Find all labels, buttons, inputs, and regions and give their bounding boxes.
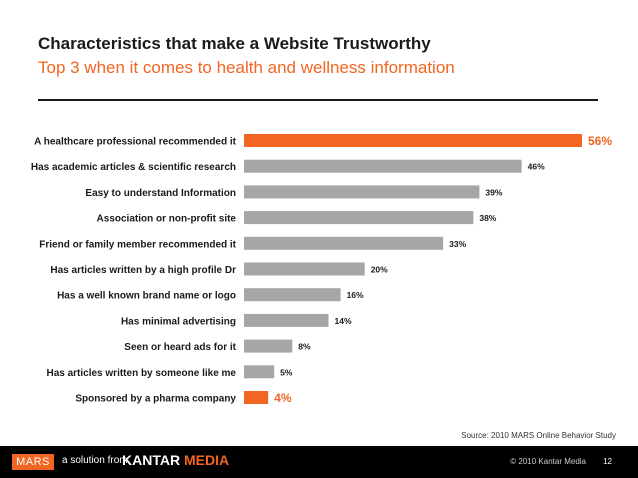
bar [244,134,582,147]
title-divider [38,99,598,101]
category-label: Has minimal advertising [121,316,236,327]
bar-chart: A healthcare professional recommended it… [31,134,612,405]
category-label: A healthcare professional recommended it [34,137,237,148]
copyright-text: © 2010 Kantar Media [510,457,586,466]
bar [244,236,444,250]
page-subtitle: Top 3 when it comes to health and wellne… [38,58,455,77]
page-number: 12 [603,457,612,466]
value-label: 16% [347,290,364,300]
category-label: Association or non-profit site [97,214,237,225]
value-label: 33% [449,239,466,249]
bar [244,211,474,225]
value-label: 5% [280,367,293,377]
value-label: 46% [528,162,545,172]
category-label: Has articles written by a high profile D… [50,265,236,276]
kantar-word: KANTAR [122,452,181,468]
value-label: 38% [479,213,496,223]
value-label: 56% [588,134,612,148]
value-label: 39% [485,187,502,197]
bar [244,288,341,302]
value-label: 14% [335,316,352,326]
category-label: Easy to understand Information [85,188,236,199]
mars-logo: MARS [12,454,54,470]
category-label: Has a well known brand name or logo [57,291,236,302]
media-word: MEDIA [183,452,230,468]
kantar-media-logo: KANTAR MEDIA [122,452,229,468]
category-label: Sponsored by a pharma company [75,394,236,405]
bar [244,339,293,353]
logo-tagline: a solution from [62,455,128,466]
category-label: Has articles written by someone like me [46,368,236,379]
source-note: Source: 2010 MARS Online Behavior Study [461,431,616,440]
footer-bar: MARS a solution from KANTAR MEDIA © 2010… [0,446,638,478]
category-label: Friend or family member recommended it [39,239,236,250]
bar [244,185,480,199]
category-label: Seen or heard ads for it [124,342,236,353]
page-title: Characteristics that make a Website Trus… [38,34,431,53]
bar [244,391,269,404]
bar [244,313,329,327]
bar [244,262,365,276]
value-label: 8% [298,342,311,352]
value-label: 4% [274,391,292,405]
bar [244,365,275,379]
bar [244,159,522,173]
value-label: 20% [371,265,388,275]
category-label: Has academic articles & scientific resea… [31,162,236,173]
